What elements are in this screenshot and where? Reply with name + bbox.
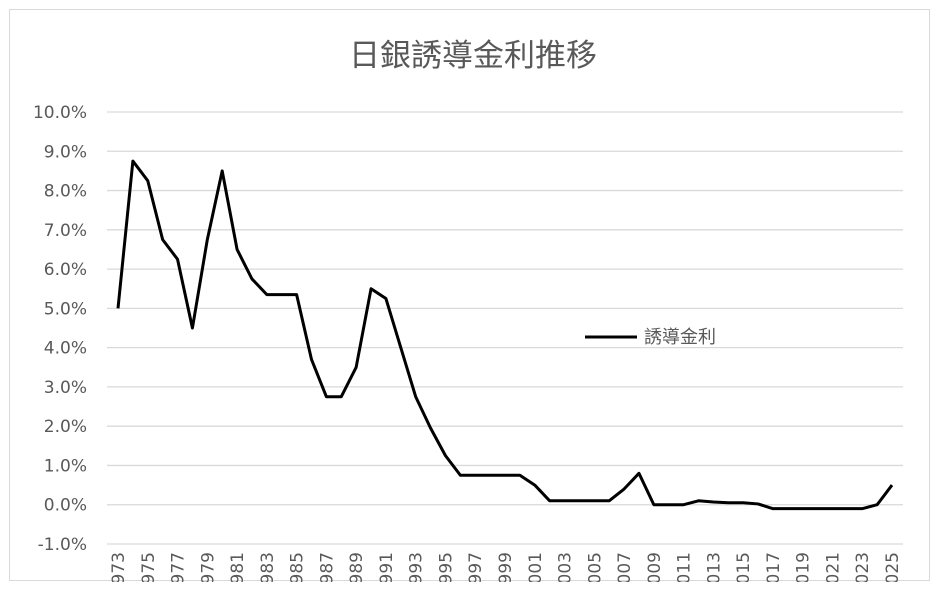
x-tick-label: 2011 (675, 552, 695, 582)
x-tick-label: 1983 (258, 552, 278, 582)
x-axis-tick-labels: 1973 1975 1977 1979 1981 1983 1985 1987 1989 1991… (109, 552, 903, 582)
y-tick-label: -1.0% (38, 535, 87, 555)
series-line (116, 159, 894, 511)
x-tick-label: 2021 (823, 552, 843, 582)
x-tick-label: 2003 (556, 552, 576, 582)
line-chart: 日銀誘導金利推移 10.0% 9.0% 8.0% 7.0% 6.0% 5.0% 4.0% 3.… (33, 38, 903, 582)
x-tick-label: 2007 (615, 552, 635, 582)
x-tick-label: 1995 (436, 552, 456, 582)
y-tick-label: 2.0% (44, 417, 87, 437)
chart-title: 日銀誘導金利推移 (349, 38, 597, 74)
x-tick-label: 1999 (496, 552, 516, 582)
x-tick-label: 1973 (109, 552, 129, 582)
x-tick-label: 1993 (407, 552, 427, 582)
x-tick-label: 2009 (645, 552, 665, 582)
x-tick-label: 2017 (764, 552, 784, 582)
x-tick-label: 2023 (853, 552, 873, 582)
x-tick-label: 2019 (794, 552, 814, 582)
y-tick-label: 9.0% (44, 142, 87, 162)
y-axis-tick-labels: 10.0% 9.0% 8.0% 7.0% 6.0% 5.0% 4.0% 3.0% 2.0% 1.0… (33, 103, 87, 555)
x-tick-label: 1985 (288, 552, 308, 582)
legend: 誘導金利 (585, 327, 716, 348)
x-tick-label: 1991 (377, 552, 397, 582)
series-lines (116, 159, 894, 511)
x-tick-label: 2025 (883, 552, 903, 582)
x-tick-label: 1977 (169, 552, 189, 582)
x-tick-label: 1979 (198, 552, 218, 582)
y-tick-label: 1.0% (44, 456, 87, 476)
x-tick-label: 1987 (317, 552, 337, 582)
y-tick-label: 3.0% (44, 378, 87, 398)
y-tick-label: 5.0% (44, 299, 87, 319)
x-tick-label: 1997 (466, 552, 486, 582)
y-tick-label: 10.0% (33, 103, 87, 123)
y-tick-label: 8.0% (44, 182, 87, 202)
x-tick-label: 2005 (585, 552, 605, 582)
x-tick-label: 1981 (228, 552, 248, 582)
legend-label: 誘導金利 (644, 327, 716, 348)
y-tick-label: 4.0% (44, 339, 87, 359)
x-tick-label: 2015 (734, 552, 754, 582)
x-tick-label: 1975 (139, 552, 159, 582)
x-tick-label: 2013 (704, 552, 724, 582)
chart-frame: 日銀誘導金利推移 10.0% 9.0% 8.0% 7.0% 6.0% 5.0% 4.0% 3.… (9, 9, 930, 582)
x-tick-label: 1989 (347, 552, 367, 582)
gridlines (107, 111, 903, 545)
y-tick-label: 6.0% (44, 260, 87, 280)
x-tick-label: 2001 (526, 552, 546, 582)
y-tick-label: 7.0% (44, 221, 87, 241)
y-tick-label: 0.0% (44, 496, 87, 516)
